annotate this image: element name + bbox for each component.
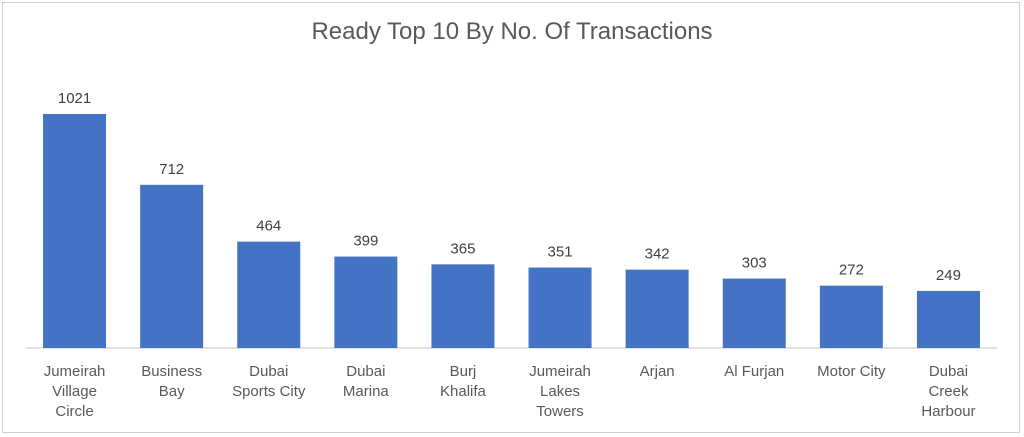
category-label: Creek	[928, 383, 969, 400]
category-label: Towers	[536, 403, 584, 420]
bar	[237, 241, 301, 348]
bar	[528, 267, 592, 348]
data-label: 303	[742, 255, 767, 272]
data-label: 365	[450, 240, 475, 257]
category-label: Village	[52, 383, 97, 400]
bar	[334, 256, 398, 348]
bar	[722, 278, 786, 348]
category-label: Jumeirah	[44, 363, 106, 380]
data-label: 249	[936, 267, 961, 284]
data-label: 464	[256, 218, 281, 235]
category-label: Dubai	[249, 363, 288, 380]
category-label: Sports City	[232, 383, 306, 400]
category-label: Dubai	[929, 363, 968, 380]
category-label: Circle	[55, 403, 93, 420]
bar	[431, 264, 495, 348]
category-label: Lakes	[540, 383, 580, 400]
data-label: 712	[159, 161, 184, 178]
category-label: Al Furjan	[724, 363, 784, 380]
chart-title: Ready Top 10 By No. Of Transactions	[311, 18, 713, 45]
category-label: Dubai	[346, 363, 385, 380]
category-label: Business	[141, 363, 202, 380]
data-label: 272	[839, 262, 864, 279]
data-label: 342	[645, 246, 670, 263]
category-label: Burj	[450, 363, 477, 380]
category-label: Jumeirah	[529, 363, 591, 380]
data-label: 1021	[58, 90, 91, 107]
data-label: 399	[353, 233, 378, 250]
bar	[819, 285, 883, 348]
category-label: Khalifa	[440, 383, 487, 400]
bar	[43, 114, 107, 348]
data-label: 351	[548, 244, 573, 261]
category-label: Marina	[343, 383, 390, 400]
category-label: Harbour	[921, 403, 975, 420]
category-label: Motor City	[817, 363, 886, 380]
category-label: Arjan	[640, 363, 675, 380]
bar	[625, 269, 689, 348]
bar	[916, 290, 980, 348]
category-label: Bay	[159, 383, 185, 400]
bar	[140, 184, 204, 348]
